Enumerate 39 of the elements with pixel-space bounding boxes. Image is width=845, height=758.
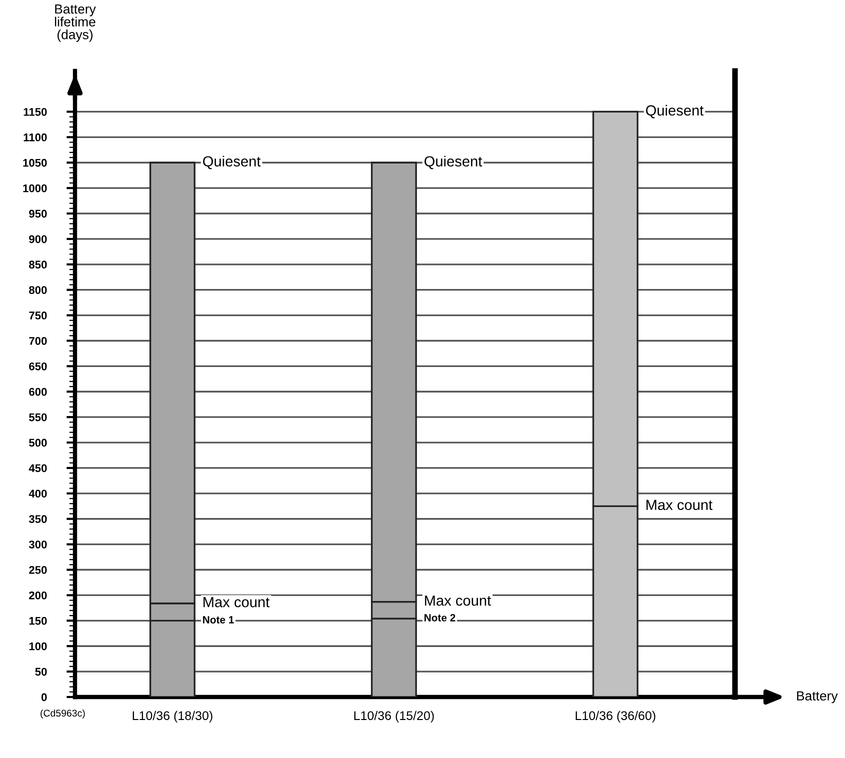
annotation: Note 1 [203, 616, 234, 624]
y-tick-label: 1000 [23, 184, 47, 192]
y-tick-label: 900 [29, 235, 47, 244]
y-tick-label: 1150 [24, 108, 47, 116]
annotation: Max count [425, 596, 491, 606]
y-tick-label: 450 [28, 464, 47, 472]
y-tick-label: 0 [41, 693, 47, 702]
y-tick-label: 550 [29, 413, 47, 422]
annotation: Quiesent [203, 156, 261, 170]
x-tick-label: L10/36 (18/30) [132, 710, 212, 723]
text: (Cd5963c) [40, 709, 85, 719]
annotation: Quiesent [424, 156, 482, 170]
y-tick-label: 500 [29, 438, 47, 447]
x-tick-label: L10/36 (36/60) [576, 710, 656, 723]
text: lifetime (days) [54, 16, 96, 42]
y-tick-label: 750 [29, 312, 47, 320]
annotation: Max count [646, 500, 712, 510]
annotation: Max count [204, 597, 270, 608]
y-tick-label: 300 [28, 540, 47, 548]
y-tick-label: 650 [29, 362, 47, 370]
annotation: Quiesent [646, 104, 704, 118]
y-tick-label: 700 [29, 337, 47, 345]
y-tick-label: 800 [29, 286, 47, 294]
x-tick-label: L10/36 (15/20) [354, 710, 434, 723]
y-tick-label: 50 [35, 668, 47, 676]
y-tick-label: 1100 [24, 133, 47, 142]
annotation: Note 2 [424, 614, 456, 622]
y-tick-label: 150 [29, 616, 47, 625]
y-tick-label: 350 [28, 515, 47, 524]
y-tick-label: 100 [29, 642, 47, 650]
y-tick-label: 600 [29, 388, 47, 396]
y-tick-label: 1050 [23, 158, 47, 167]
y-tick-label: 950 [29, 210, 47, 218]
y-tick-label: 400 [28, 490, 47, 498]
x-axis-title: Battery [55, 4, 96, 16]
y-tick-label: 200 [29, 591, 47, 600]
text: Battery [797, 691, 838, 704]
y-tick-label: 850 [29, 260, 47, 269]
y-tick-label: 250 [29, 566, 47, 574]
